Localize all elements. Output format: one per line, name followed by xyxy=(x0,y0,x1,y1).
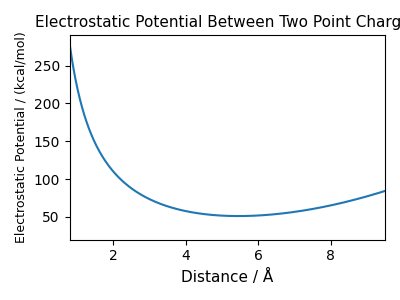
X-axis label: Distance / Å: Distance / Å xyxy=(181,269,274,285)
Y-axis label: Electrostatic Potential / (kcal/mol): Electrostatic Potential / (kcal/mol) xyxy=(15,32,28,243)
Title: Electrostatic Potential Between Two Point Charges: Electrostatic Potential Between Two Poin… xyxy=(36,15,400,30)
